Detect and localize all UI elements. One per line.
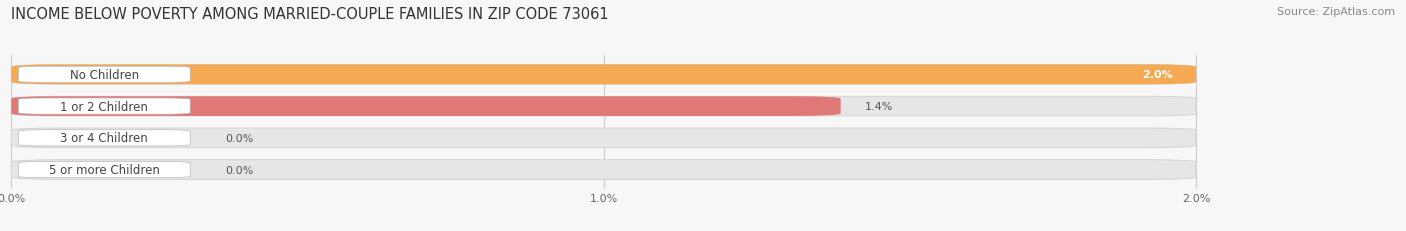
FancyBboxPatch shape — [11, 65, 1197, 85]
FancyBboxPatch shape — [11, 65, 1197, 85]
Text: Source: ZipAtlas.com: Source: ZipAtlas.com — [1277, 7, 1395, 17]
FancyBboxPatch shape — [11, 128, 1197, 148]
FancyBboxPatch shape — [18, 99, 190, 115]
FancyBboxPatch shape — [11, 160, 1197, 180]
Text: No Children: No Children — [70, 69, 139, 82]
Text: 1 or 2 Children: 1 or 2 Children — [60, 100, 148, 113]
Text: INCOME BELOW POVERTY AMONG MARRIED-COUPLE FAMILIES IN ZIP CODE 73061: INCOME BELOW POVERTY AMONG MARRIED-COUPL… — [11, 7, 609, 22]
Text: 0.0%: 0.0% — [226, 133, 254, 143]
FancyBboxPatch shape — [18, 130, 190, 146]
Text: 3 or 4 Children: 3 or 4 Children — [60, 132, 148, 145]
Text: 1.4%: 1.4% — [865, 102, 893, 112]
FancyBboxPatch shape — [18, 162, 190, 178]
Text: 5 or more Children: 5 or more Children — [49, 163, 160, 176]
FancyBboxPatch shape — [11, 97, 841, 116]
Text: 2.0%: 2.0% — [1142, 70, 1173, 80]
Text: 0.0%: 0.0% — [226, 165, 254, 175]
FancyBboxPatch shape — [11, 97, 1197, 116]
FancyBboxPatch shape — [18, 67, 190, 83]
